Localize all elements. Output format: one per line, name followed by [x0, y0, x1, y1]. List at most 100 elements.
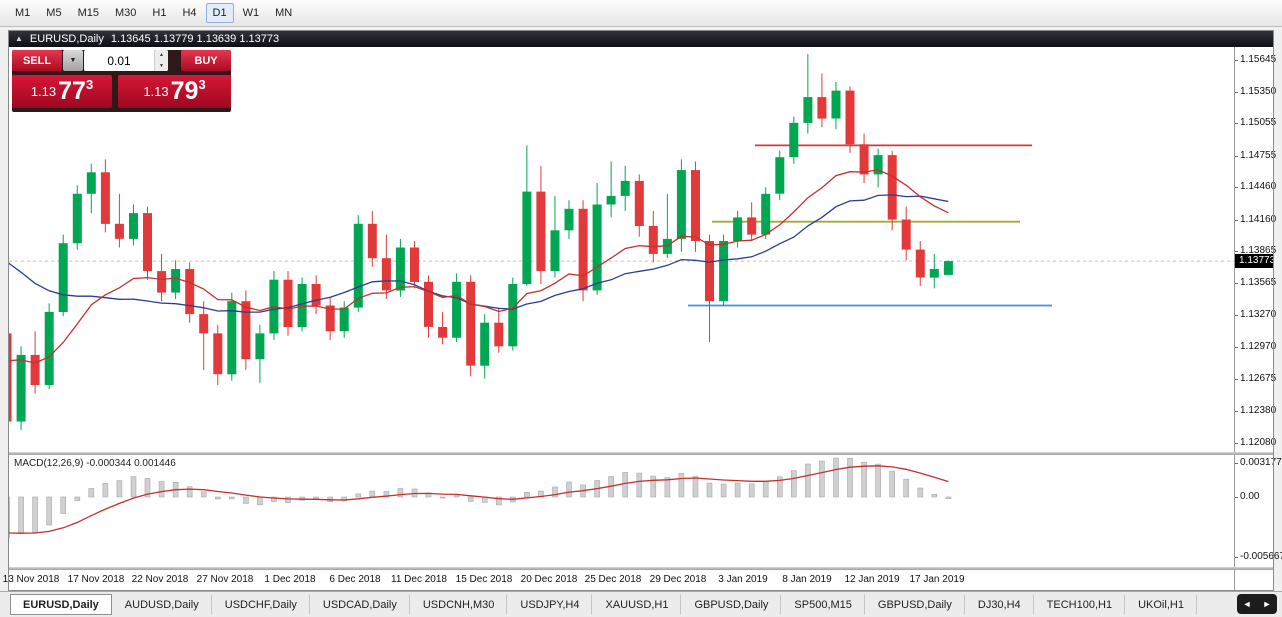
- macd-bar: [931, 493, 938, 498]
- price-axis-label: 1.12080: [1240, 437, 1277, 448]
- chart-tab-eurusd-daily[interactable]: EURUSD,Daily: [10, 594, 112, 615]
- macd-bar: [748, 483, 755, 498]
- price-axis-tick: [1235, 220, 1238, 221]
- macd-bar: [495, 496, 502, 506]
- candle-body: [564, 208, 574, 231]
- chart-tab-ukoil-h1[interactable]: UKOil,H1: [1125, 594, 1197, 615]
- macd-bar: [692, 475, 699, 498]
- candle-body: [845, 90, 855, 145]
- buy-price-display[interactable]: 1.13 79 3: [118, 75, 231, 108]
- date-axis-label: 11 Dec 2018: [391, 574, 447, 585]
- macd-bar: [229, 496, 235, 500]
- macd-bar: [776, 476, 783, 498]
- macd-bar: [46, 496, 53, 526]
- timeframe-button-h1[interactable]: H1: [145, 3, 173, 23]
- macd-bar: [790, 470, 797, 498]
- chart-tab-usdcnh-m30[interactable]: USDCNH,M30: [410, 594, 508, 615]
- candle-body: [873, 155, 883, 175]
- macd-bar: [369, 490, 376, 498]
- date-axis-label: 17 Nov 2018: [67, 574, 125, 585]
- timeframe-button-d1[interactable]: D1: [205, 3, 234, 23]
- chart-tab-sp500-m15[interactable]: SP500,M15: [781, 594, 865, 615]
- tab-scroll-right-icon[interactable]: ►: [1262, 599, 1272, 609]
- candle-body: [480, 322, 490, 366]
- timeframe-button-m5[interactable]: M5: [39, 3, 68, 23]
- sell-price-big: 77: [58, 77, 86, 105]
- candle-body: [775, 157, 785, 194]
- chart-tab-audusd-daily[interactable]: AUDUSD,Daily: [112, 594, 212, 615]
- sell-price-pip: 3: [85, 77, 94, 92]
- price-axis-label: 1.14460: [1240, 181, 1277, 192]
- macd-pane[interactable]: MACD(12,26,9) -0.000344 0.001446: [4, 455, 1234, 567]
- candle-body: [30, 354, 40, 385]
- chart-title-bar: ▲ EURUSD,Daily 1.13645 1.13779 1.13639 1…: [8, 30, 1274, 47]
- date-axis-label: 13 Nov 2018: [2, 574, 60, 585]
- macd-bar: [200, 491, 207, 498]
- candle-body: [887, 155, 897, 220]
- buy-button[interactable]: BUY: [181, 50, 231, 71]
- timeframe-button-m30[interactable]: M30: [108, 3, 143, 23]
- candle-body: [859, 144, 869, 175]
- chart-tab-xauusd-h1[interactable]: XAUUSD,H1: [592, 594, 682, 615]
- chart-tab-gbpusd-daily[interactable]: GBPUSD,Daily: [681, 594, 782, 615]
- timeframe-button-w1[interactable]: W1: [236, 3, 267, 23]
- pane-splitter[interactable]: [9, 452, 1273, 455]
- price-axis-tick: [1235, 283, 1238, 284]
- trade-options-dropdown[interactable]: ▼: [63, 50, 83, 71]
- price-axis-tick: [1235, 379, 1238, 380]
- macd-bar: [4, 496, 10, 539]
- price-axis-tick: [1235, 92, 1238, 93]
- candle-body: [213, 333, 223, 375]
- pane-splitter[interactable]: [9, 567, 1273, 570]
- date-axis-label: 1 Dec 2018: [264, 574, 316, 585]
- lot-decrease-button[interactable]: ▼: [155, 60, 168, 71]
- tab-scroll-left-icon[interactable]: ◄: [1242, 599, 1252, 609]
- chart-tab-tech100-h1[interactable]: TECH100,H1: [1034, 594, 1126, 615]
- chart-ohlc-readout: 1.13645 1.13779 1.13639 1.13773: [110, 32, 280, 45]
- macd-bar: [720, 483, 727, 498]
- macd-chart: [4, 457, 952, 539]
- chart-tab-usdchf-daily[interactable]: USDCHF,Daily: [212, 594, 310, 615]
- candle-body: [761, 193, 771, 235]
- candle-body: [606, 195, 616, 205]
- candle-body: [452, 281, 462, 338]
- macd-bar: [622, 472, 629, 498]
- candle-body: [915, 249, 925, 278]
- macd-bar: [60, 496, 67, 514]
- tab-scroll-buttons: ◄ ►: [1237, 594, 1277, 614]
- chart-tab-usdcad-daily[interactable]: USDCAD,Daily: [310, 594, 410, 615]
- candle-body: [634, 180, 644, 226]
- chart-tab-gbpusd-daily[interactable]: GBPUSD,Daily: [865, 594, 965, 615]
- sell-price-display[interactable]: 1.13 77 3: [12, 75, 112, 108]
- macd-bar: [397, 488, 404, 498]
- macd-axis-tick: [1235, 497, 1238, 498]
- macd-bar: [847, 457, 853, 498]
- sell-button[interactable]: SELL: [12, 50, 62, 71]
- date-axis-label: 12 Jan 2019: [844, 574, 900, 585]
- candle-body: [2, 333, 12, 422]
- macd-bar: [524, 491, 530, 498]
- macd-bar: [552, 486, 558, 498]
- timeframe-button-m15[interactable]: M15: [71, 3, 106, 23]
- macd-bar: [243, 496, 249, 504]
- chart-tab-dj30-h4[interactable]: DJ30,H4: [965, 594, 1034, 615]
- price-axis[interactable]: 1.13773 1.15645 1.15350 1.15055 1.14755 1.14…: [1234, 47, 1282, 590]
- price-axis-label: 1.12970: [1240, 341, 1277, 352]
- candle-body: [691, 170, 700, 241]
- candle-body: [16, 354, 26, 422]
- lot-increase-button[interactable]: ▲: [155, 50, 168, 61]
- main-chart-pane[interactable]: [2, 47, 1234, 452]
- lot-size-input[interactable]: [84, 50, 154, 71]
- macd-bar: [186, 486, 193, 498]
- price-axis-label: 1.14160: [1240, 214, 1277, 225]
- date-axis[interactable]: 13 Nov 2018 17 Nov 2018 22 Nov 2018 27 Nov …: [3, 570, 1234, 590]
- macd-bar: [158, 481, 165, 498]
- macd-bar: [650, 475, 657, 498]
- timeframe-button-h4[interactable]: H4: [175, 3, 203, 23]
- macd-axis-tick: [1235, 463, 1238, 464]
- candle-body: [86, 172, 96, 194]
- timeframe-button-mn[interactable]: MN: [268, 3, 299, 23]
- candle-body: [831, 90, 841, 119]
- timeframe-button-m1[interactable]: M1: [8, 3, 37, 23]
- chart-tab-usdjpy-h4[interactable]: USDJPY,H4: [507, 594, 593, 615]
